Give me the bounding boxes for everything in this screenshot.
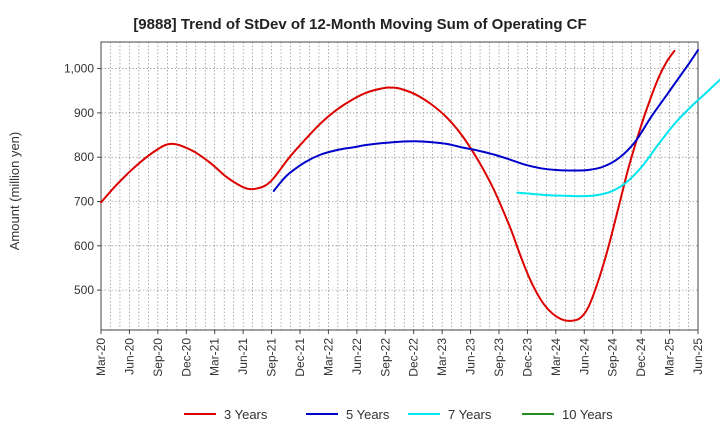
- x-tick-label: Mar-25: [663, 338, 677, 376]
- y-tick-label: 900: [74, 106, 94, 120]
- x-tick-label: Mar-23: [435, 338, 449, 376]
- series-line-7-years: [516, 78, 720, 198]
- y-tick-label: 700: [74, 195, 94, 209]
- x-tick-label: Dec-21: [293, 338, 307, 377]
- x-tick-label: Sep-22: [378, 338, 392, 377]
- chart-title: [9888] Trend of StDev of 12-Month Moving…: [133, 16, 586, 33]
- series-line-5-years: [272, 49, 699, 192]
- legend-label-10-years: 10 Years: [562, 407, 613, 422]
- y-axis-label: Amount (million yen): [7, 132, 22, 251]
- x-tick-label: Dec-22: [407, 338, 421, 377]
- legend-label-3-years: 3 Years: [224, 407, 268, 422]
- x-tick-label: Mar-22: [321, 338, 335, 376]
- legend: 3 Years 5 Years 7 Years 10 Years: [184, 407, 613, 422]
- y-tick-label: 500: [74, 283, 94, 297]
- plot-frame: [100, 41, 699, 331]
- legend-label-5-years: 5 Years: [346, 407, 390, 422]
- x-tick-label: Mar-20: [94, 338, 108, 376]
- series-line-3-years: [100, 49, 676, 322]
- x-tick-label: Sep-20: [151, 338, 165, 377]
- x-tick-label: Jun-24: [577, 338, 591, 375]
- x-tick-label: Mar-21: [208, 338, 222, 376]
- y-axis: 500 600 700 800 900 1,000: [64, 62, 101, 297]
- x-tick-label: Jun-22: [350, 338, 364, 375]
- y-tick-label: 1,000: [64, 62, 94, 76]
- series-layer: [100, 49, 720, 322]
- x-tick-label: Jun-20: [122, 338, 136, 375]
- x-tick-label: Dec-20: [179, 338, 193, 377]
- x-tick-label: Sep-24: [606, 338, 620, 377]
- legend-label-7-years: 7 Years: [448, 407, 492, 422]
- x-tick-label: Mar-24: [549, 338, 563, 376]
- y-tick-label: 800: [74, 150, 94, 164]
- x-tick-label: Dec-24: [634, 338, 648, 377]
- x-axis: Mar-20 Jun-20 Sep-20 Dec-20 Mar-21 Jun-21 Sep-…: [94, 330, 705, 377]
- x-tick-label: Jun-21: [236, 338, 250, 375]
- grid: [101, 42, 698, 330]
- x-tick-label: Sep-21: [265, 338, 279, 377]
- x-tick-label: Sep-23: [492, 338, 506, 377]
- x-tick-label: Dec-23: [520, 338, 534, 377]
- x-tick-label: Jun-23: [464, 338, 478, 375]
- y-tick-label: 600: [74, 239, 94, 253]
- x-tick-label: Jun-25: [691, 338, 705, 375]
